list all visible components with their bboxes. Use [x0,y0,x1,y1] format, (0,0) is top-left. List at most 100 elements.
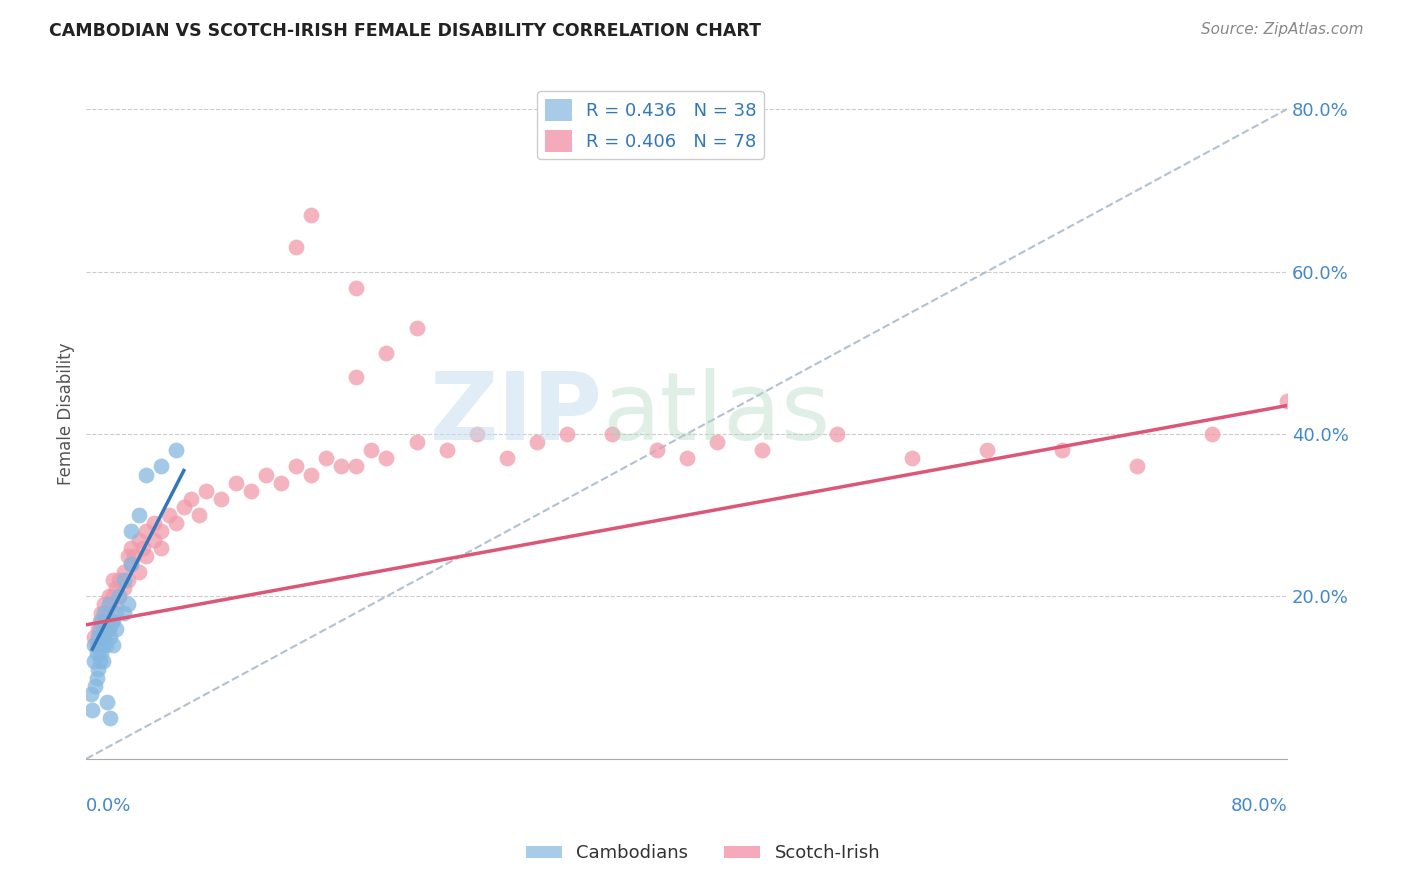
Point [285,459,308,474]
Point [270,475,292,490]
Point [195,483,218,498]
Point [117,573,139,587]
Point [105,581,128,595]
Point [180,491,202,506]
Point [93,598,115,612]
Point [103,573,125,587]
Point [128,565,150,579]
Point [105,606,128,620]
Point [330,459,353,474]
Point [83,654,105,668]
Point [108,573,131,587]
Point [112,573,135,587]
Point [91,638,114,652]
Point [120,541,142,555]
Point [124,549,146,563]
Point [86,671,108,685]
Point [117,598,139,612]
Point [97,622,120,636]
Point [165,443,187,458]
Text: atlas: atlas [603,368,831,459]
Point [209,491,232,506]
Point [346,281,368,295]
Point [135,467,157,482]
Point [86,646,108,660]
Text: ZIP: ZIP [430,368,603,459]
Point [90,630,112,644]
Point [96,695,118,709]
Point [80,687,103,701]
Point [225,475,247,490]
Point [98,598,121,612]
Text: Source: ZipAtlas.com: Source: ZipAtlas.com [1201,22,1364,37]
Point [375,451,398,466]
Point [89,654,111,668]
Point [87,630,110,644]
Point [97,622,120,636]
Point [976,443,998,458]
Text: 0.0%: 0.0% [86,797,132,814]
Point [91,622,114,636]
Point [1201,426,1223,441]
Point [645,443,668,458]
Point [360,443,382,458]
Point [135,524,157,539]
Point [103,590,125,604]
Point [901,451,924,466]
Point [751,443,773,458]
Y-axis label: Female Disability: Female Disability [58,343,75,485]
Point [436,443,458,458]
Point [132,541,155,555]
Point [135,549,157,563]
Point [82,703,104,717]
Point [84,679,107,693]
Point [98,711,121,725]
Point [600,426,623,441]
Text: CAMBODIAN VS SCOTCH-IRISH FEMALE DISABILITY CORRELATION CHART: CAMBODIAN VS SCOTCH-IRISH FEMALE DISABIL… [49,22,761,40]
Point [105,622,128,636]
Point [187,508,209,523]
Point [105,598,128,612]
Point [555,426,578,441]
Point [240,483,263,498]
Point [97,598,120,612]
Point [128,533,150,547]
Point [150,541,173,555]
Point [94,614,117,628]
Point [90,614,112,628]
Point [96,606,118,620]
Point [103,638,125,652]
Point [405,435,427,450]
Point [101,614,124,628]
Point [526,435,548,450]
Point [150,524,173,539]
Point [89,622,111,636]
Point [173,500,195,514]
Point [112,565,135,579]
Point [1126,459,1149,474]
Point [285,240,308,254]
Point [346,459,368,474]
Point [94,638,117,652]
Point [87,622,110,636]
Point [93,630,115,644]
Point [90,606,112,620]
Point [495,451,517,466]
Legend: R = 0.436   N = 38, R = 0.406   N = 78: R = 0.436 N = 38, R = 0.406 N = 78 [537,91,763,159]
Point [706,435,728,450]
Point [83,630,105,644]
Point [120,557,142,571]
Point [301,208,323,222]
Point [315,451,337,466]
Point [87,663,110,677]
Point [254,467,277,482]
Point [150,459,173,474]
Point [117,549,139,563]
Point [120,557,142,571]
Point [142,516,165,531]
Point [120,524,142,539]
Point [301,467,323,482]
Point [142,533,165,547]
Point [91,654,114,668]
Point [825,426,848,441]
